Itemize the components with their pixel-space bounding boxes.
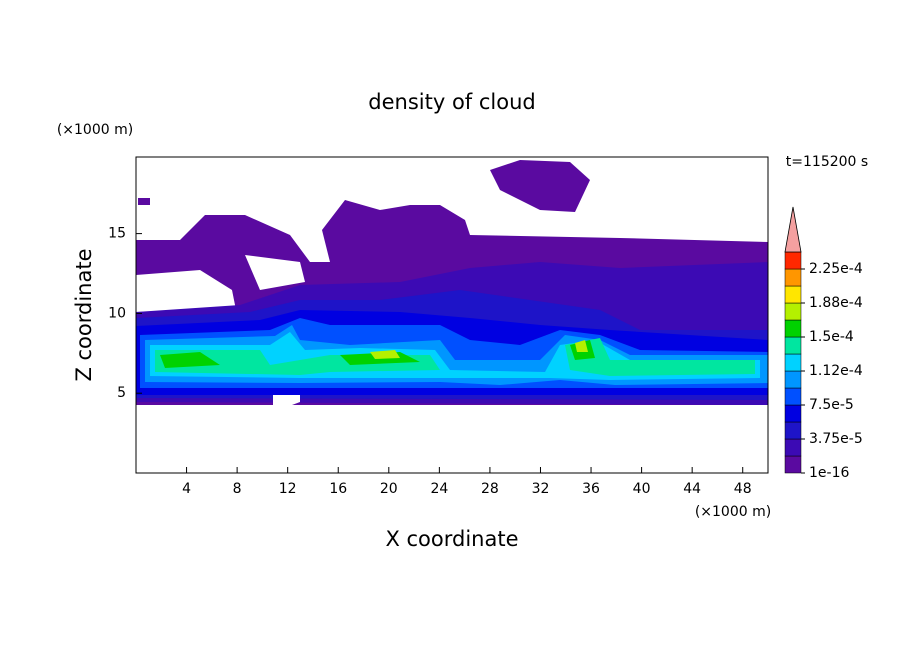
colorbar-tick-label: 1.88e-4 (809, 295, 863, 311)
x-tick-label: 44 (683, 481, 701, 497)
clear-gap (245, 255, 305, 290)
colorbar-band (784, 285, 802, 304)
colorbar-band (784, 421, 802, 440)
cloud-region (370, 350, 400, 359)
cloud-region (138, 198, 150, 205)
x-tick-label: 32 (532, 481, 550, 497)
annotation: t=115200 s (786, 154, 868, 170)
x-tick-label: 28 (481, 481, 499, 497)
y-tick-label: 10 (108, 305, 126, 321)
colorbar-tick-label: 3.75e-5 (809, 431, 863, 447)
colorbar-band (784, 251, 802, 270)
colorbar-band (784, 353, 802, 372)
cloud-region (160, 352, 220, 368)
colorbar-band (784, 438, 802, 457)
colorbar-band (784, 455, 802, 474)
colorbar-tick-label: 1.5e-4 (809, 329, 854, 345)
x-tick-label: 12 (279, 481, 297, 497)
x-tick-label: 16 (329, 481, 347, 497)
chart-title: density of cloud (368, 90, 535, 114)
colorbar-band (784, 302, 802, 321)
y-unit: (×1000 m) (57, 122, 133, 138)
x-tick-label: 40 (633, 481, 651, 497)
cloud-region (565, 338, 755, 376)
y-tick-label: 5 (117, 385, 126, 401)
cloud-region (490, 160, 590, 212)
x-tick-label: 8 (233, 481, 242, 497)
colorbar-band (784, 336, 802, 355)
colorbar-band (784, 370, 802, 389)
plot-frame (135, 156, 769, 474)
x-tick-label: 48 (734, 481, 752, 497)
x-axis-label: X coordinate (385, 527, 518, 551)
x-tick-label: 4 (182, 481, 191, 497)
x-tick-label: 20 (380, 481, 398, 497)
colorbar-band (784, 268, 802, 287)
x-tick-label: 24 (430, 481, 448, 497)
colorbar-tick-label: 1e-16 (809, 465, 849, 481)
colorbar-band (784, 387, 802, 406)
x-unit: (×1000 m) (695, 504, 771, 520)
colorbar-tick-label: 1.12e-4 (809, 363, 863, 379)
cloud-region (575, 340, 588, 352)
colorbar-tick-label: 7.5e-5 (809, 397, 854, 413)
clear-gap (136, 270, 236, 312)
contour-field (136, 160, 768, 405)
y-tick-label: 15 (108, 226, 126, 242)
clear-gap (273, 395, 300, 405)
x-tick-label: 36 (582, 481, 600, 497)
colorbar-band (784, 404, 802, 423)
colorbar-extend (784, 206, 802, 253)
colorbar-band (784, 319, 802, 338)
colorbar-tick-label: 2.25e-4 (809, 261, 863, 277)
y-axis-label: Z coordinate (72, 248, 96, 381)
